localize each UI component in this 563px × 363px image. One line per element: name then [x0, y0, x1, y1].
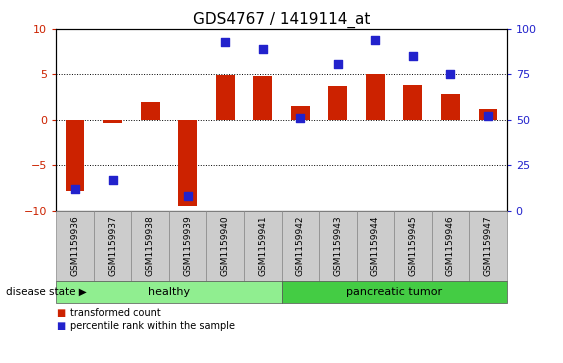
Bar: [328, 86, 347, 120]
Point: [484, 113, 493, 119]
Point: [408, 53, 417, 59]
Text: GSM1159936: GSM1159936: [70, 215, 79, 276]
Point: [333, 61, 342, 66]
Text: GSM1159944: GSM1159944: [371, 215, 380, 276]
Text: disease state ▶: disease state ▶: [6, 286, 86, 297]
Point: [183, 193, 192, 199]
Bar: [479, 109, 497, 120]
Text: GSM1159938: GSM1159938: [146, 215, 155, 276]
Point: [108, 177, 117, 183]
Text: ■: ■: [56, 308, 65, 318]
Text: GSM1159942: GSM1159942: [296, 215, 305, 276]
Bar: [66, 120, 84, 191]
Text: ■: ■: [56, 321, 65, 331]
Point: [446, 72, 455, 77]
Text: GSM1159939: GSM1159939: [183, 215, 192, 276]
Bar: [291, 106, 310, 120]
Point: [221, 39, 230, 45]
Bar: [366, 74, 385, 120]
Bar: [253, 76, 272, 120]
Text: transformed count: transformed count: [70, 308, 161, 318]
Text: GSM1159937: GSM1159937: [108, 215, 117, 276]
Point: [371, 37, 380, 43]
Point: [70, 186, 79, 192]
Bar: [404, 85, 422, 120]
Title: GDS4767 / 1419114_at: GDS4767 / 1419114_at: [193, 12, 370, 28]
Text: GSM1159947: GSM1159947: [484, 215, 493, 276]
Text: GSM1159941: GSM1159941: [258, 215, 267, 276]
Bar: [103, 120, 122, 123]
Text: percentile rank within the sample: percentile rank within the sample: [70, 321, 235, 331]
Text: pancreatic tumor: pancreatic tumor: [346, 286, 442, 297]
Bar: [216, 75, 235, 120]
Text: GSM1159945: GSM1159945: [408, 215, 417, 276]
Point: [258, 46, 267, 52]
Text: GSM1159943: GSM1159943: [333, 215, 342, 276]
Bar: [441, 94, 460, 120]
Bar: [141, 102, 159, 120]
Text: GSM1159940: GSM1159940: [221, 215, 230, 276]
Text: GSM1159946: GSM1159946: [446, 215, 455, 276]
Text: healthy: healthy: [148, 286, 190, 297]
Bar: [178, 120, 197, 206]
Point: [296, 115, 305, 121]
